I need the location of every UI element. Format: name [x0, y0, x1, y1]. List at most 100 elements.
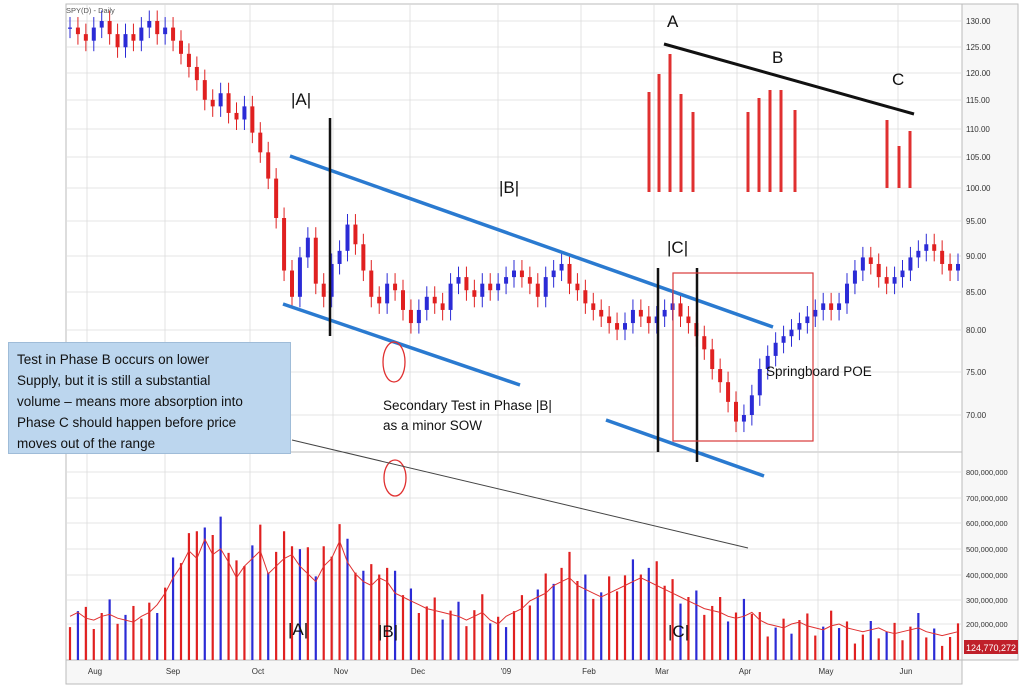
x-tick-label: Jun	[900, 667, 913, 676]
volume-decline-line	[291, 439, 749, 549]
point-b-label: B	[772, 48, 784, 67]
candle-body	[924, 244, 929, 251]
volume-tick-label: 700,000,000	[966, 494, 1008, 503]
candle-body	[377, 296, 382, 304]
phase-b-label: |B|	[499, 178, 520, 197]
candle-body	[329, 263, 334, 297]
candle-body	[202, 80, 207, 100]
candle-body	[852, 270, 857, 284]
candle-body	[813, 309, 818, 317]
volume-bars	[68, 516, 960, 660]
candle-body	[892, 277, 897, 284]
phase-b-note: Test in Phase B occurs on lower Supply, b…	[8, 342, 291, 454]
x-tick-label: Aug	[88, 667, 102, 676]
candle-body	[868, 257, 873, 264]
volume-tick-label: 800,000,000	[966, 468, 1008, 477]
candle-body	[583, 290, 588, 304]
chart-title: SPY(D) - Daily	[66, 6, 115, 15]
candle-body	[781, 336, 786, 343]
candle-body	[218, 93, 223, 107]
candle-body	[91, 27, 96, 41]
candle-body	[876, 263, 881, 278]
candle-body	[559, 263, 564, 271]
phase-a-label: |A|	[291, 90, 312, 109]
price-tick-label: 120.00	[966, 69, 991, 78]
price-tick-label: 115.00	[966, 96, 990, 105]
price-tick-label: 100.00	[966, 184, 991, 193]
candle-body	[789, 329, 794, 337]
candle-body	[837, 303, 842, 310]
candle-body	[179, 40, 183, 54]
candle-body	[519, 270, 524, 278]
right-axis	[961, 3, 1019, 661]
x-tick-label: Dec	[411, 667, 425, 676]
price-tick-label: 105.00	[966, 153, 991, 162]
candle-body	[147, 21, 152, 28]
candle-body	[448, 283, 453, 310]
candle-body	[226, 93, 231, 113]
note-line: Test in Phase B occurs on lower	[17, 352, 210, 367]
price-tick-label: 95.00	[966, 217, 987, 226]
candle-body	[496, 283, 501, 291]
channel-lower-extension	[605, 418, 765, 478]
candle-body	[749, 395, 754, 415]
candle-body	[258, 132, 263, 153]
candle-body	[654, 316, 659, 324]
candle-body	[646, 316, 651, 324]
candle-body	[297, 257, 302, 297]
candle-body	[726, 382, 731, 402]
candle-body	[773, 342, 778, 356]
price-tick-label: 75.00	[966, 368, 987, 377]
springboard-label: Springboard POE	[766, 364, 872, 379]
candle-body	[757, 369, 762, 396]
candle-body	[488, 283, 493, 291]
channel-top-line	[289, 154, 774, 329]
candle-body	[623, 323, 627, 330]
price-tick-label: 80.00	[966, 326, 987, 335]
candle-body	[369, 270, 374, 297]
candle-body	[290, 270, 294, 297]
candle-body	[821, 303, 826, 310]
candle-body	[710, 349, 715, 370]
candle-body	[900, 270, 905, 278]
candle-body	[194, 66, 199, 81]
candle-body	[940, 250, 945, 264]
candle-body	[615, 323, 620, 330]
candle-body	[163, 27, 168, 35]
candle-body	[805, 316, 810, 324]
x-tick-label: Oct	[252, 667, 265, 676]
volume-moving-average	[69, 538, 959, 637]
springboard-box	[672, 272, 814, 442]
candle-body	[638, 309, 643, 317]
candle-body	[139, 27, 144, 41]
last-volume-label: 124,770,272	[966, 643, 1016, 653]
candle-body	[282, 218, 287, 271]
price-tick-label: 85.00	[966, 288, 987, 297]
candle-body	[591, 303, 596, 310]
volume-tick-label: 200,000,000	[966, 620, 1008, 629]
candle-body	[504, 277, 509, 284]
point-a-label: A	[667, 12, 679, 31]
x-tick-label: May	[818, 667, 833, 676]
candle-body	[686, 316, 691, 324]
x-tick-label: Feb	[582, 667, 596, 676]
candle-body	[385, 283, 390, 304]
candle-body	[741, 415, 746, 422]
secondary-test-circle	[382, 341, 406, 383]
point-c-label: C	[892, 70, 905, 89]
last-volume-badge	[964, 640, 1018, 654]
candle-body	[345, 224, 350, 251]
candle-body	[266, 152, 271, 179]
candle-body	[765, 355, 770, 370]
candle-body	[274, 178, 279, 218]
volume-schematic	[647, 54, 912, 192]
price-tick-label: 130.00	[966, 17, 991, 26]
note-line: Supply, but it is still a substantial	[17, 373, 211, 388]
volume-phase-c-label: |C|	[668, 622, 690, 641]
x-tick-label: Apr	[739, 667, 752, 676]
volume-test-circle	[383, 459, 407, 497]
candle-body	[567, 263, 572, 284]
candle-body	[313, 237, 318, 284]
candle-body	[115, 34, 120, 48]
